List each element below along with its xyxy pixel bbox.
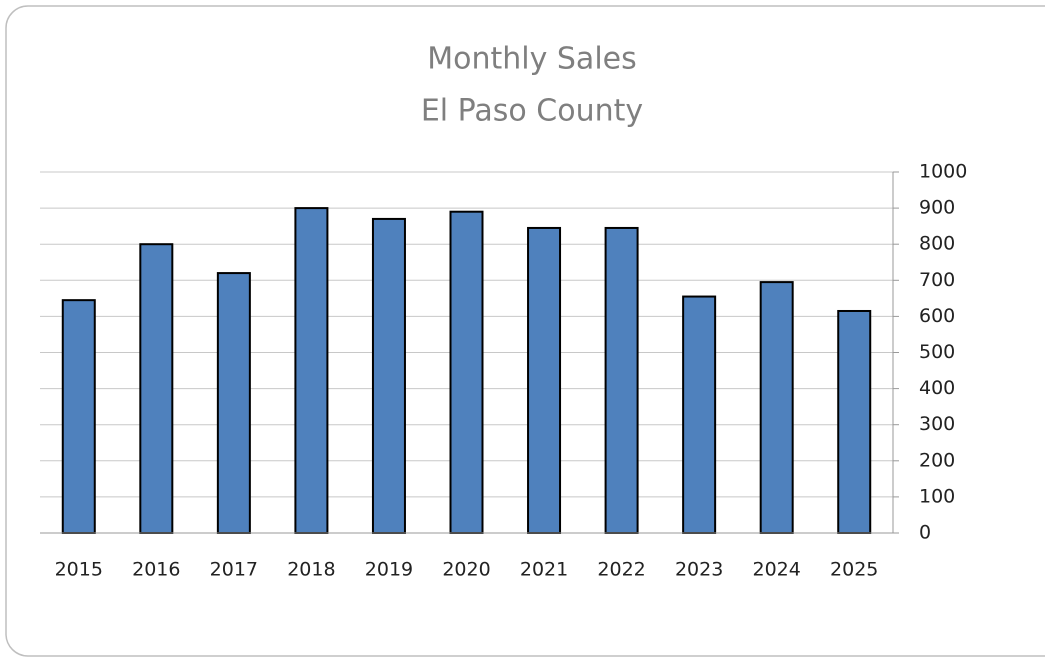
- y-tick-label: 1000: [919, 161, 967, 183]
- y-tick-label: 700: [919, 269, 955, 291]
- y-tick-label: 900: [919, 197, 955, 219]
- bar: [449, 210, 484, 535]
- bar: [527, 226, 562, 535]
- x-tick-label: 2025: [830, 559, 878, 581]
- x-tick-label: 2016: [132, 559, 180, 581]
- bar: [837, 309, 872, 534]
- bar: [604, 226, 639, 535]
- bar: [139, 243, 174, 534]
- bar: [759, 281, 794, 535]
- bar: [371, 217, 406, 534]
- y-tick-label: 800: [919, 233, 955, 255]
- x-tick-label: 2023: [675, 559, 723, 581]
- y-tick-label: 200: [919, 449, 955, 471]
- y-tick-label: 300: [919, 413, 955, 435]
- x-tick-label: 2017: [210, 559, 258, 581]
- x-tick-label: 2018: [287, 559, 335, 581]
- y-tick-label: 500: [919, 341, 955, 363]
- bar: [294, 207, 329, 534]
- y-tick-label: 0: [919, 522, 931, 544]
- chart-title: Monthly Sales: [427, 42, 637, 77]
- y-tick-label: 600: [919, 305, 955, 327]
- x-tick-label: 2021: [520, 559, 568, 581]
- bar: [216, 272, 251, 534]
- x-tick-label: 2015: [55, 559, 103, 581]
- chart-subtitle: El Paso County: [421, 94, 643, 129]
- bar: [682, 295, 717, 535]
- x-tick-label: 2020: [442, 559, 490, 581]
- x-tick-label: 2024: [753, 559, 801, 581]
- x-tick-label: 2022: [597, 559, 645, 581]
- y-tick-label: 400: [919, 377, 955, 399]
- x-tick-label: 2019: [365, 559, 413, 581]
- bar: [61, 299, 96, 534]
- y-tick-label: 100: [919, 485, 955, 507]
